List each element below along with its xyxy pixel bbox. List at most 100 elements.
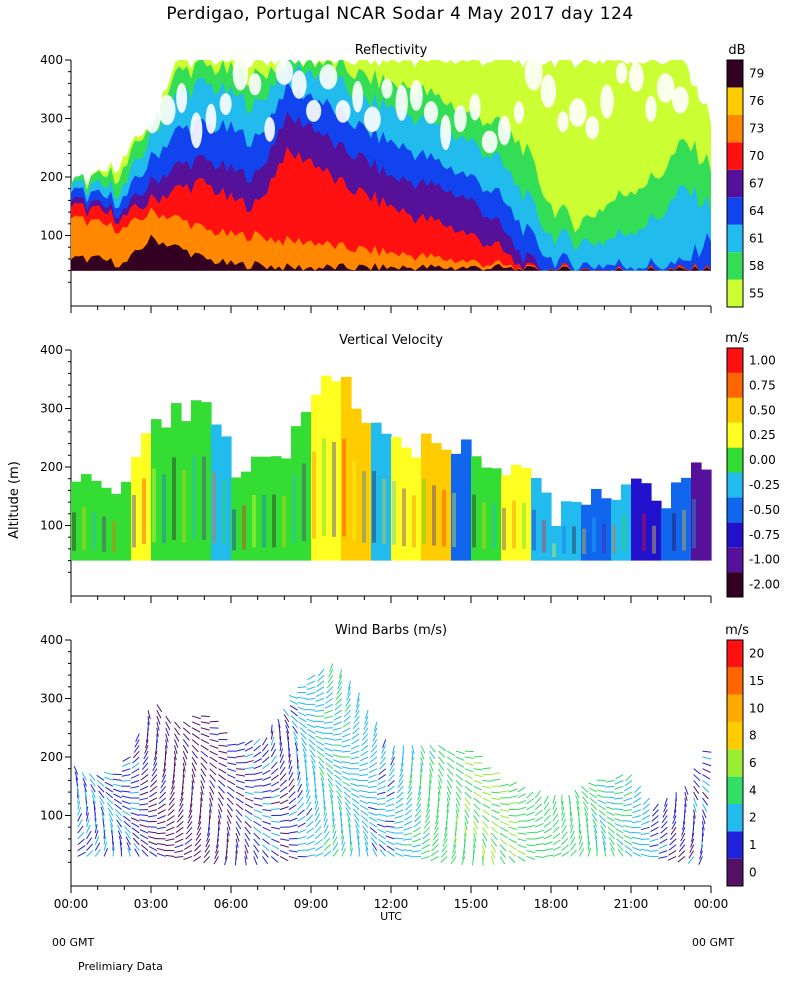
velocity-streak	[252, 494, 256, 548]
wind-barb	[288, 797, 297, 805]
wind-barb	[669, 838, 677, 846]
wind-barb	[130, 812, 140, 816]
wind-barb	[452, 844, 457, 854]
wind-barb	[167, 809, 175, 816]
wind-barb	[253, 744, 261, 752]
wind-barb	[235, 826, 241, 836]
wind-barb	[334, 703, 342, 711]
wind-barb	[77, 800, 81, 810]
wind-barb	[130, 802, 140, 805]
wind-barb	[426, 803, 431, 813]
wind-barb	[446, 774, 454, 783]
velocity-streak	[592, 517, 596, 552]
velocity-streak	[332, 442, 336, 537]
wind-barb	[582, 801, 589, 810]
wind-barb	[464, 785, 473, 793]
wind-barb	[433, 826, 439, 836]
x-tick-label-5: 15:00	[454, 897, 489, 911]
wind-barb	[587, 841, 591, 851]
wind-barb	[195, 832, 202, 841]
wind-barb	[297, 815, 306, 822]
wind-barb	[200, 786, 204, 796]
wind-barb	[339, 812, 343, 822]
wind-barb	[134, 848, 140, 857]
wind-barb	[614, 779, 624, 785]
wind-barb	[165, 715, 172, 724]
wind-barb	[324, 703, 334, 709]
wind-barb	[112, 783, 122, 787]
wind-barb	[235, 809, 243, 817]
velocity-column	[401, 447, 412, 561]
wind-barb	[464, 803, 471, 812]
wind-barb	[174, 721, 181, 730]
wind-barb	[593, 824, 598, 834]
wind-barb	[381, 745, 387, 754]
velocity-column	[361, 422, 372, 561]
wind-barb	[160, 780, 167, 789]
wind-barb	[177, 809, 184, 818]
wind-barb	[701, 821, 705, 831]
wind-barb	[119, 841, 123, 851]
wind-barb	[218, 791, 225, 800]
wind-barb	[262, 737, 268, 746]
wind-barb	[693, 791, 699, 801]
wind-barb	[352, 727, 360, 735]
wind-barb	[200, 792, 203, 802]
wind-barb	[319, 772, 325, 781]
velocity-streak	[302, 463, 306, 542]
wind-barb	[262, 832, 271, 839]
wind-barb	[378, 768, 386, 775]
wind-barb	[632, 846, 642, 852]
wind-barb	[341, 750, 351, 753]
wind-barb	[462, 850, 466, 860]
wind-barb	[253, 832, 261, 840]
wind-barb	[356, 698, 360, 708]
wind-barb	[517, 838, 527, 842]
wind-barb	[244, 820, 252, 829]
wind-barb	[244, 760, 254, 764]
colorbar-label-1-6: 0.25	[749, 428, 776, 442]
wind-barb	[253, 838, 260, 847]
wind-barb	[253, 850, 259, 859]
wind-barb	[270, 774, 279, 781]
wind-barb	[73, 766, 79, 775]
wind-barb	[333, 759, 342, 764]
reflectivity-gap	[128, 92, 147, 114]
colorbar-label-2-5: 8	[749, 729, 757, 743]
wind-barb	[455, 750, 465, 755]
wind-barb	[85, 818, 90, 828]
wind-barb	[123, 820, 131, 828]
wind-barb	[552, 819, 559, 828]
wind-barb	[297, 686, 307, 689]
velocity-streak	[582, 528, 586, 555]
wind-barb	[422, 832, 430, 840]
wind-barb	[499, 838, 508, 846]
wind-barb	[317, 674, 325, 682]
velocity-column	[121, 481, 132, 561]
wind-barb	[270, 856, 279, 863]
wind-barb	[446, 803, 449, 813]
wind-barb	[482, 791, 492, 796]
wind-barb	[652, 803, 659, 812]
colorbar-swatch-1-2	[727, 522, 743, 548]
wind-barb	[271, 838, 280, 843]
colorbar-swatch-0-5	[727, 142, 743, 170]
wind-barb	[335, 692, 343, 701]
wind-barb	[200, 750, 209, 758]
wind-barb	[517, 799, 527, 805]
wind-barb	[253, 815, 262, 820]
wind-barb	[632, 815, 641, 819]
wind-barb	[209, 774, 216, 782]
velocity-streak	[482, 502, 486, 549]
velocity-column	[251, 456, 262, 561]
wind-barb	[385, 815, 395, 817]
wind-barb	[338, 674, 343, 684]
wind-barb	[601, 836, 607, 845]
wind-barb	[359, 774, 369, 777]
wind-barb	[194, 838, 202, 847]
wind-barb	[693, 797, 698, 807]
wind-barbs	[73, 663, 712, 866]
wind-barb	[297, 771, 301, 781]
colorbar-label-2-7: 15	[749, 674, 764, 688]
wind-barb	[332, 733, 342, 736]
